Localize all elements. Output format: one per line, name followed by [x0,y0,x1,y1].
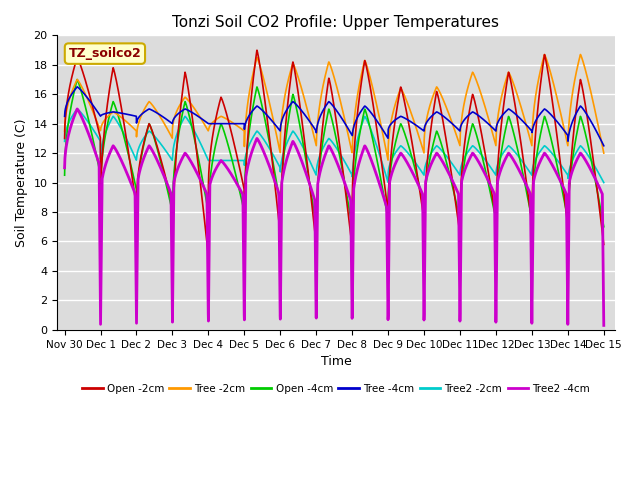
Open -4cm [154,150,162,156]
Tree2 -2cm [154,138,162,144]
Tree2 -4cm [122,168,130,174]
Tree -2cm [577,52,584,58]
Open -4cm [589,168,597,173]
Line: Tree2 -2cm: Tree2 -2cm [65,109,604,182]
Text: TZ_soilco2: TZ_soilco2 [68,47,141,60]
Tree2 -2cm [600,180,607,185]
Tree2 -2cm [61,138,68,144]
Open -2cm [204,252,212,258]
Tree -2cm [61,128,68,134]
Line: Tree -2cm: Tree -2cm [65,55,604,160]
Open -2cm [532,132,540,138]
Open -4cm [291,98,299,104]
Open -4cm [74,77,81,83]
Tree2 -4cm [291,142,299,148]
Line: Tree -4cm: Tree -4cm [65,87,604,146]
Tree -4cm [291,100,299,106]
Open -2cm [154,146,162,152]
Tree2 -4cm [154,160,162,166]
Title: Tonzi Soil CO2 Profile: Upper Temperatures: Tonzi Soil CO2 Profile: Upper Temperatur… [173,15,499,30]
Tree2 -4cm [61,165,68,171]
Tree -4cm [154,111,162,117]
Open -2cm [61,135,68,141]
X-axis label: Time: Time [321,355,351,368]
Tree -4cm [600,143,607,149]
Open -4cm [531,163,539,169]
Open -2cm [600,241,607,247]
Tree2 -4cm [531,171,539,177]
Legend: Open -2cm, Tree -2cm, Open -4cm, Tree -4cm, Tree2 -2cm, Tree2 -4cm: Open -2cm, Tree -2cm, Open -4cm, Tree -4… [77,380,595,398]
Y-axis label: Soil Temperature (C): Soil Temperature (C) [15,119,28,247]
Tree -2cm [384,157,392,163]
Tree2 -2cm [291,131,299,136]
Tree2 -2cm [589,161,597,167]
Tree -2cm [589,101,597,107]
Tree -2cm [291,64,299,70]
Open -2cm [291,70,299,76]
Open -2cm [268,154,276,159]
Tree2 -2cm [74,106,81,112]
Tree -4cm [589,123,597,129]
Tree -2cm [268,108,275,114]
Open -4cm [268,151,275,157]
Line: Tree2 -4cm: Tree2 -4cm [65,109,604,325]
Tree -2cm [600,150,607,156]
Tree -4cm [122,111,130,117]
Tree2 -2cm [122,135,130,141]
Tree2 -2cm [531,157,539,163]
Tree -4cm [61,113,68,119]
Line: Open -2cm: Open -2cm [65,50,604,255]
Tree -2cm [122,119,130,124]
Tree -4cm [531,119,539,125]
Open -2cm [589,159,597,165]
Tree -4cm [74,84,81,90]
Tree2 -4cm [589,172,597,178]
Open -4cm [122,143,130,149]
Tree -2cm [531,96,539,101]
Tree2 -4cm [74,106,81,112]
Tree2 -4cm [268,169,275,175]
Open -2cm [122,134,130,140]
Open -2cm [253,48,261,53]
Tree2 -4cm [600,323,607,328]
Line: Open -4cm: Open -4cm [65,80,604,227]
Tree2 -2cm [268,149,275,155]
Open -4cm [61,172,68,178]
Open -4cm [600,224,607,229]
Tree -2cm [154,110,162,116]
Tree -4cm [268,118,275,123]
